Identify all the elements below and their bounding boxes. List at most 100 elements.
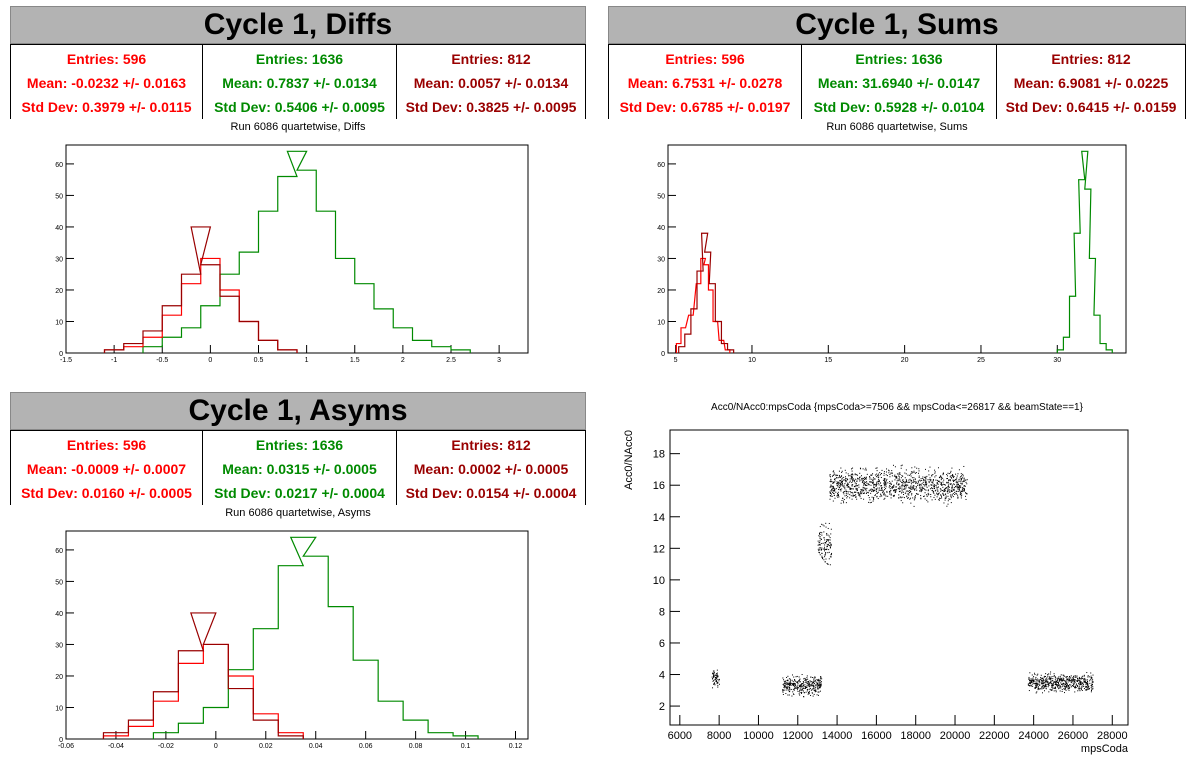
histogram-green bbox=[1056, 150, 1113, 353]
scatter-point bbox=[812, 685, 814, 687]
scatter-point bbox=[861, 489, 863, 491]
scatter-point bbox=[1056, 684, 1058, 686]
sums-stats-darkred: Entries: 812 Mean: 6.9081 +/- 0.0225 Std… bbox=[996, 45, 1185, 119]
scatter-point bbox=[1041, 688, 1043, 690]
scatter-point bbox=[1080, 682, 1082, 684]
scatter-point bbox=[1070, 686, 1072, 688]
scatter-point bbox=[713, 683, 715, 685]
scatter-point bbox=[1044, 679, 1046, 681]
scatter-point bbox=[1049, 682, 1051, 684]
scatter-point bbox=[957, 488, 959, 490]
scatter-point bbox=[943, 484, 945, 486]
scatter-point bbox=[1045, 678, 1047, 680]
scatter-point bbox=[819, 532, 821, 534]
scatter-point bbox=[850, 476, 852, 478]
scatter-point bbox=[833, 478, 835, 480]
scatter-point bbox=[828, 544, 830, 546]
scatter-point bbox=[922, 476, 924, 478]
scatter-point bbox=[942, 481, 944, 483]
scatter-point bbox=[963, 481, 965, 483]
scatter-point bbox=[947, 489, 949, 491]
y-tick-label: 60 bbox=[55, 548, 63, 555]
scatter-point bbox=[1064, 683, 1066, 685]
scatter-point bbox=[806, 684, 808, 686]
scatter-cluster bbox=[782, 674, 823, 698]
scatter-point bbox=[803, 696, 805, 698]
scatter-point bbox=[817, 688, 819, 690]
scatter-point bbox=[948, 489, 950, 491]
scatter-point bbox=[863, 482, 865, 484]
scatter-point bbox=[1078, 681, 1080, 683]
scatter-point bbox=[1036, 685, 1038, 687]
scatter-point bbox=[1038, 680, 1040, 682]
scatter-point bbox=[818, 550, 820, 552]
scatter-point bbox=[1067, 681, 1069, 683]
scatter-point bbox=[883, 492, 885, 494]
scatter-point bbox=[870, 488, 872, 490]
x-tick-label: 0.04 bbox=[309, 743, 323, 750]
scatter-point bbox=[1054, 677, 1056, 679]
scatter-point bbox=[889, 493, 891, 495]
scatter-point bbox=[790, 682, 792, 684]
scatter-point bbox=[891, 470, 893, 472]
scatter-point bbox=[792, 683, 794, 685]
stat-entries: Entries: 596 bbox=[66, 437, 147, 453]
scatter-point bbox=[936, 488, 938, 490]
scatter-point bbox=[865, 490, 867, 492]
scatter-point bbox=[958, 478, 960, 480]
scatter-point bbox=[895, 489, 897, 491]
scatter-point bbox=[833, 474, 835, 476]
scatter-point bbox=[1055, 684, 1057, 686]
scatter-point bbox=[821, 556, 823, 558]
scatter-point bbox=[960, 477, 962, 479]
stat-mean: Mean: 0.7837 +/- 0.0134 bbox=[222, 75, 377, 91]
scatter-point bbox=[1066, 678, 1068, 680]
scatter-point bbox=[1065, 682, 1067, 684]
scatter-point bbox=[821, 678, 823, 680]
scatter-point bbox=[909, 474, 911, 476]
scatter-point bbox=[838, 482, 840, 484]
scatter-point bbox=[819, 684, 821, 686]
scatter-point bbox=[1038, 679, 1040, 681]
x-tick-label: 10000 bbox=[743, 730, 774, 742]
scatter-point bbox=[802, 682, 804, 684]
scatter-point bbox=[864, 469, 866, 471]
scatter-point bbox=[1082, 683, 1084, 685]
scatter-point bbox=[1078, 689, 1080, 691]
plot-frame bbox=[667, 144, 1127, 354]
scatter-point bbox=[854, 494, 856, 496]
scatter-point bbox=[932, 488, 934, 490]
scatter-point bbox=[856, 481, 858, 483]
scatter-point bbox=[1041, 686, 1043, 688]
scatter-point bbox=[910, 473, 912, 475]
scatter-point bbox=[844, 495, 846, 497]
scatter-point bbox=[918, 468, 920, 470]
scatter-point bbox=[851, 476, 853, 478]
scatter-point bbox=[1047, 681, 1049, 683]
scatter-point bbox=[937, 494, 939, 496]
scatter-point bbox=[1092, 680, 1094, 682]
scatter-point bbox=[883, 474, 885, 476]
scatter-point bbox=[861, 478, 863, 480]
scatter-point bbox=[907, 497, 909, 499]
scatter-point bbox=[792, 691, 794, 693]
scatter-point bbox=[934, 476, 936, 478]
scatter-point bbox=[879, 472, 881, 474]
scatter-point bbox=[950, 470, 952, 472]
scatter-point bbox=[930, 496, 932, 498]
scatter-point bbox=[960, 492, 962, 494]
scatter-point bbox=[836, 495, 838, 497]
scatter-point bbox=[937, 490, 939, 492]
scatter-point bbox=[922, 478, 924, 480]
scatter-point bbox=[1052, 680, 1054, 682]
scatter-point bbox=[925, 477, 927, 479]
scatter-point bbox=[841, 470, 843, 472]
scatter-point bbox=[880, 494, 882, 496]
scatter-point bbox=[1089, 680, 1091, 682]
scatter-point bbox=[1085, 682, 1087, 684]
scatter-point bbox=[1076, 675, 1078, 677]
scatter-point bbox=[946, 478, 948, 480]
scatter-point bbox=[964, 485, 966, 487]
scatter-point bbox=[819, 533, 821, 535]
scatter-point bbox=[1058, 681, 1060, 683]
